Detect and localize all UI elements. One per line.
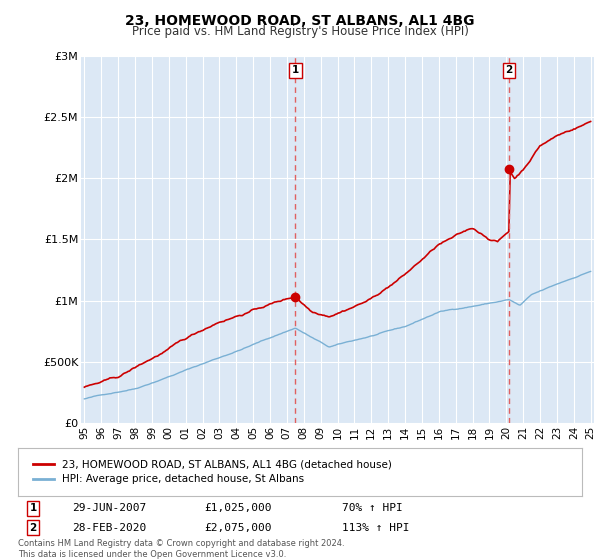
Text: 29-JUN-2007: 29-JUN-2007 xyxy=(72,503,146,514)
Text: 1: 1 xyxy=(292,65,299,75)
Text: 113% ↑ HPI: 113% ↑ HPI xyxy=(342,522,409,533)
Text: 1: 1 xyxy=(29,503,37,514)
Legend: 23, HOMEWOOD ROAD, ST ALBANS, AL1 4BG (detached house), HPI: Average price, deta: 23, HOMEWOOD ROAD, ST ALBANS, AL1 4BG (d… xyxy=(29,455,396,488)
Text: £2,075,000: £2,075,000 xyxy=(204,522,271,533)
Text: £1,025,000: £1,025,000 xyxy=(204,503,271,514)
Text: 70% ↑ HPI: 70% ↑ HPI xyxy=(342,503,403,514)
Text: 2: 2 xyxy=(505,65,513,75)
Text: Price paid vs. HM Land Registry's House Price Index (HPI): Price paid vs. HM Land Registry's House … xyxy=(131,25,469,38)
Text: 28-FEB-2020: 28-FEB-2020 xyxy=(72,522,146,533)
Text: Contains HM Land Registry data © Crown copyright and database right 2024.
This d: Contains HM Land Registry data © Crown c… xyxy=(18,539,344,559)
Text: 23, HOMEWOOD ROAD, ST ALBANS, AL1 4BG: 23, HOMEWOOD ROAD, ST ALBANS, AL1 4BG xyxy=(125,14,475,28)
Text: 2: 2 xyxy=(29,522,37,533)
